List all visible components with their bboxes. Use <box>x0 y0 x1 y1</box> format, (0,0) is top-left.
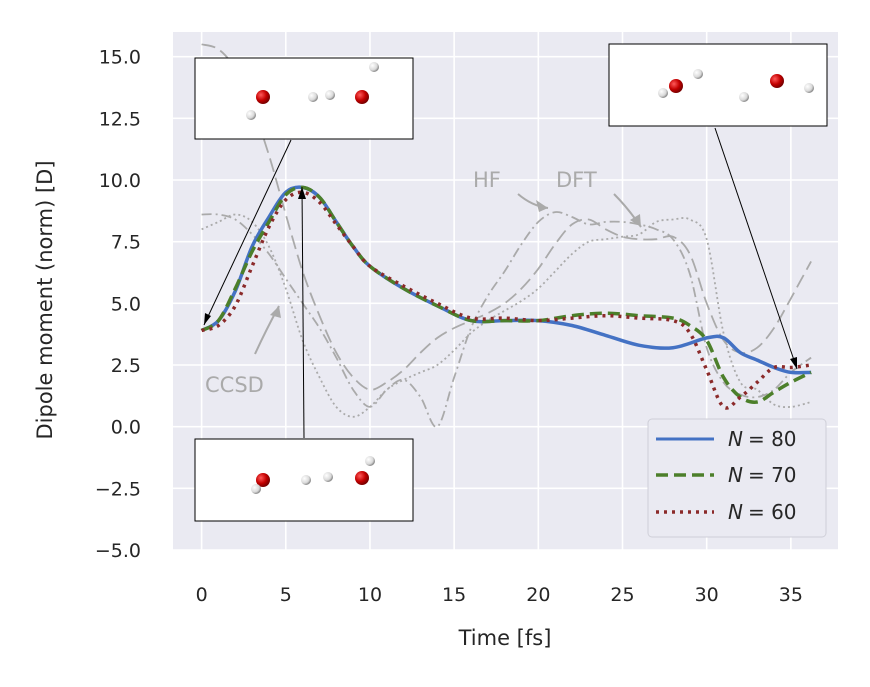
molecule-insets <box>194 43 828 522</box>
legend-label-n70: N = 70 <box>728 463 797 487</box>
annotation-hf: HF <box>473 168 501 192</box>
legend-item-n80: N = 80 <box>656 427 797 451</box>
reference-curve-2 <box>201 213 812 418</box>
x-axis-label: Time [fs] <box>458 626 552 650</box>
annotation-ccsd: CCSD <box>205 373 264 397</box>
series-line-1 <box>200 185 812 404</box>
tick-labels: 0 5 10 15 20 25 30 35 −5.0 −2.5 0.0 2.5 5.0 7.5 10.0 12… <box>95 47 803 606</box>
legend-box <box>647 418 827 538</box>
legend-label-n80: N = 80 <box>728 427 797 451</box>
y-tick-label: 2.5 <box>111 355 141 377</box>
x-tick-label: 10 <box>358 584 382 606</box>
y-tick-label: 15.0 <box>99 47 141 69</box>
inset-arrow-t6 <box>301 186 305 439</box>
annotation-dft-arrowhead <box>630 214 641 227</box>
molecule-snapshot-t35 <box>608 43 828 127</box>
annotation-ccsd-arrowhead <box>270 306 281 318</box>
inset-arrow-t0 <box>203 139 292 326</box>
x-tick-label: 15 <box>442 584 466 606</box>
y-tick-label: 10.0 <box>99 170 141 192</box>
x-tick-label: 30 <box>695 584 719 606</box>
legend-label-n60: N = 60 <box>728 500 797 524</box>
annotation-dft: DFT <box>556 168 597 192</box>
annotation-hf-arrowhead <box>536 200 548 212</box>
x-tick-label: 5 <box>280 584 292 606</box>
y-axis-label: Dipole moment (norm) [D] <box>33 160 57 439</box>
inset-arrowhead-t0 <box>204 313 211 325</box>
inset-arrowhead-t6 <box>298 187 306 199</box>
x-tick-label: 35 <box>779 584 803 606</box>
y-tick-label: 0.0 <box>111 417 141 439</box>
y-tick-label: 12.5 <box>99 108 141 130</box>
molecule-snapshot-t6 <box>194 438 414 522</box>
molecule-snapshot-t0 <box>194 57 414 140</box>
legend: N = 80 N = 70 N = 60 <box>647 418 827 538</box>
x-tick-label: 25 <box>610 584 634 606</box>
legend-item-n70: N = 70 <box>656 463 797 487</box>
y-tick-label: 7.5 <box>111 232 141 254</box>
x-tick-label: 20 <box>526 584 550 606</box>
x-tick-label: 0 <box>196 584 208 606</box>
inset-arrowhead-t35 <box>790 357 797 369</box>
y-tick-label: −2.5 <box>95 478 141 500</box>
legend-item-n60: N = 60 <box>656 500 797 524</box>
y-tick-label: −5.0 <box>95 540 141 562</box>
method-annotations: HF DFT CCSD <box>205 168 642 397</box>
series-layer <box>200 185 812 410</box>
reference-curve-0 <box>201 43 812 391</box>
inset-arrow-t35 <box>714 127 798 370</box>
y-tick-label: 5.0 <box>111 293 141 315</box>
